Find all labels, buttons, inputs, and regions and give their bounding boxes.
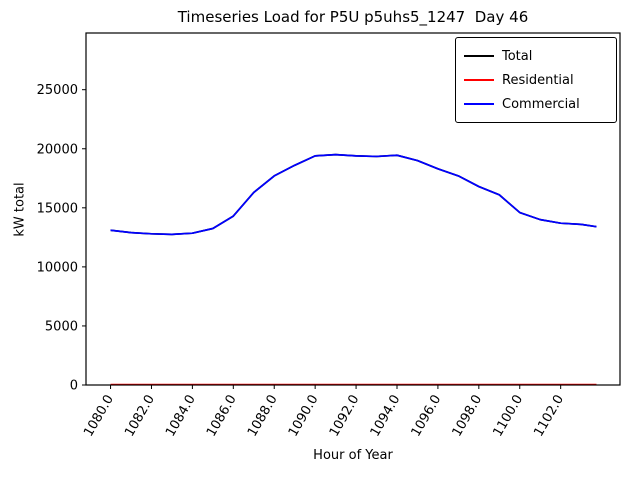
y-tick-label: 20000: [37, 142, 78, 157]
y-axis-label: kW total: [12, 182, 28, 237]
y-tick-label: 0: [70, 379, 78, 394]
y-tick-label: 25000: [37, 83, 78, 98]
x-tick-label: 1090.0: [286, 393, 322, 440]
legend-label: Residential: [502, 72, 574, 88]
x-tick-label: 1080.0: [81, 393, 117, 440]
x-tick-label: 1088.0: [245, 393, 281, 440]
x-tick-label: 1100.0: [490, 393, 526, 440]
commercial-line-swatch: [464, 103, 494, 105]
total-line-swatch: [464, 55, 494, 57]
y-tick-label: 5000: [45, 319, 78, 334]
x-axis-label: Hour of Year: [313, 448, 393, 463]
series-line-total: [110, 153, 597, 236]
y-tick-label: 10000: [37, 260, 78, 275]
legend-item-commercial: Commercial: [464, 92, 608, 116]
legend-label: Commercial: [502, 96, 580, 112]
x-tick-label: 1102.0: [531, 393, 567, 440]
x-tick-label: 1082.0: [122, 393, 158, 440]
x-tick-label: 1098.0: [450, 393, 486, 440]
legend-item-residential: Residential: [464, 68, 608, 92]
x-tick-label: 1092.0: [327, 393, 363, 440]
chart-title: Timeseries Load for P5U p5uhs5_1247 Day …: [177, 8, 529, 26]
residential-line-swatch: [464, 79, 494, 81]
x-tick-label: 1096.0: [409, 393, 445, 440]
y-tick-label: 15000: [37, 201, 78, 216]
legend: Total Residential Commercial: [455, 37, 617, 123]
axes-frame: [85, 32, 621, 386]
x-tick-label: 1084.0: [163, 393, 199, 440]
legend-item-total: Total: [464, 44, 608, 68]
series-line-commercial: [110, 153, 597, 236]
x-tick-label: 1094.0: [368, 393, 404, 440]
legend-label: Total: [502, 48, 533, 64]
x-tick-label: 1086.0: [204, 393, 240, 440]
